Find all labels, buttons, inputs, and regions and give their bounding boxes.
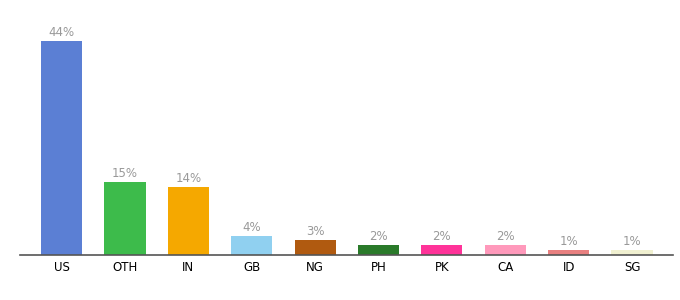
- Text: 44%: 44%: [48, 26, 75, 38]
- Text: 14%: 14%: [175, 172, 201, 185]
- Bar: [231, 236, 272, 255]
- Bar: [422, 245, 462, 255]
- Text: 3%: 3%: [306, 225, 324, 239]
- Bar: [104, 182, 146, 255]
- Bar: [41, 40, 82, 255]
- Bar: [168, 187, 209, 255]
- Text: 1%: 1%: [560, 235, 578, 248]
- Bar: [358, 245, 399, 255]
- Text: 2%: 2%: [432, 230, 452, 243]
- Text: 15%: 15%: [112, 167, 138, 180]
- Text: 4%: 4%: [242, 220, 261, 233]
- Bar: [485, 245, 526, 255]
- Text: 2%: 2%: [496, 230, 515, 243]
- Bar: [548, 250, 590, 255]
- Text: 1%: 1%: [623, 235, 641, 248]
- Bar: [294, 240, 336, 255]
- Text: 2%: 2%: [369, 230, 388, 243]
- Bar: [611, 250, 653, 255]
